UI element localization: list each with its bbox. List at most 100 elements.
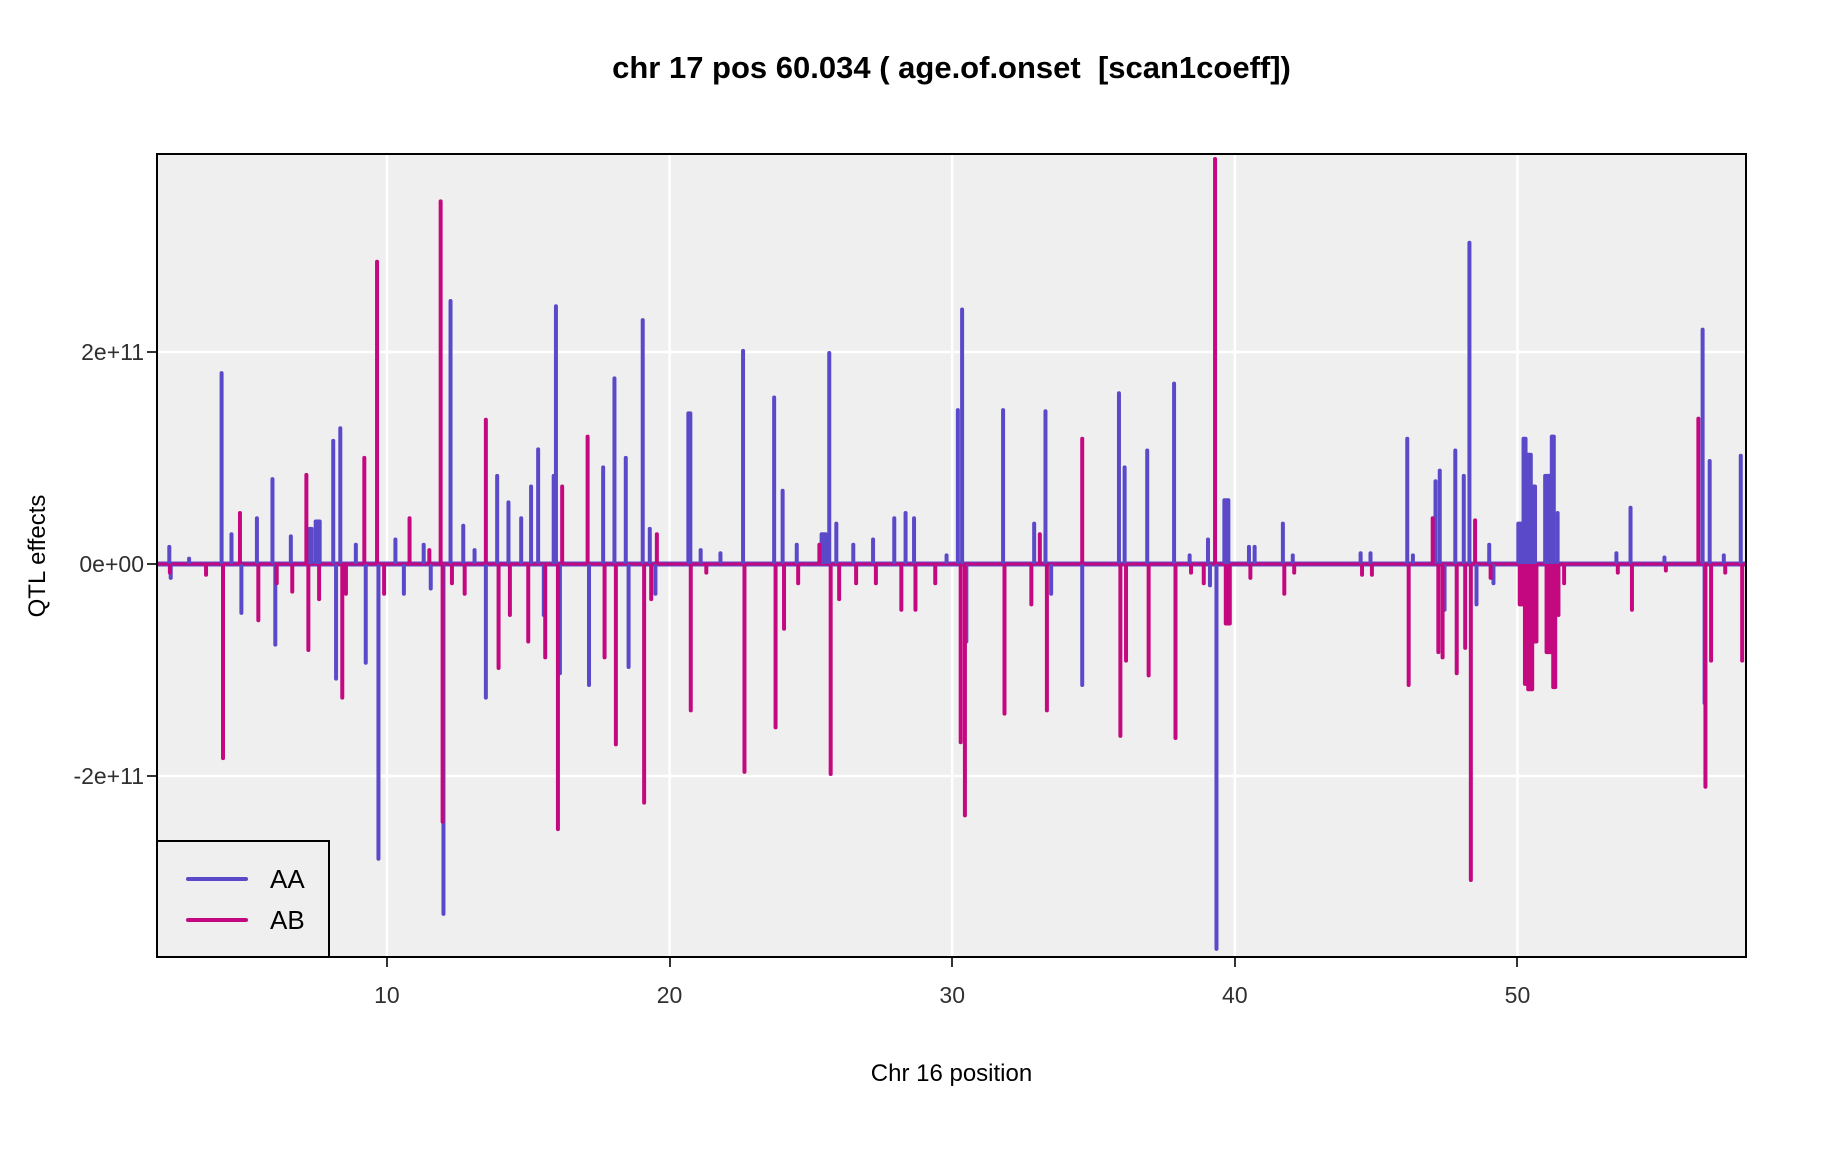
ab-spike — [1663, 564, 1668, 573]
ab-spike — [1124, 564, 1129, 663]
ab-line-swatch — [186, 918, 248, 922]
aa-spike — [1187, 553, 1192, 564]
aa-spike — [741, 348, 746, 564]
ab-spike — [642, 564, 647, 805]
ab-spike — [1080, 436, 1085, 564]
ab-spike — [304, 472, 309, 564]
aa-spike — [1405, 436, 1410, 564]
aa-spike — [851, 542, 856, 564]
aa-spike — [553, 304, 558, 564]
y-tick-label: 0e+00 — [79, 551, 144, 577]
aa-spike — [334, 564, 339, 681]
ab-spike — [375, 259, 380, 564]
ab-spike — [1696, 416, 1701, 564]
ab-spike — [1201, 564, 1206, 586]
ab-spike — [1360, 564, 1365, 577]
aa-spike — [338, 426, 343, 564]
aa-spike — [871, 537, 876, 564]
x-tick-mark — [1516, 958, 1519, 967]
aa-spike — [483, 564, 488, 700]
aa-spike — [1122, 465, 1127, 564]
aa-spike — [944, 553, 949, 564]
aa-spike — [529, 484, 534, 564]
ab-spike — [449, 564, 454, 586]
aa-spike — [1614, 551, 1619, 564]
aa-spike — [254, 516, 259, 564]
ab-spike — [483, 417, 488, 564]
aa-spike — [780, 488, 785, 564]
aa-spike — [219, 371, 224, 564]
y-tick-mark — [147, 351, 156, 353]
ab-spike — [1436, 564, 1441, 655]
aa-spike — [718, 551, 723, 564]
ab-spike — [1723, 564, 1728, 575]
ab-spike — [407, 516, 412, 564]
aa-spike — [587, 564, 592, 687]
ab-spike — [828, 564, 833, 776]
aa-spike — [1368, 551, 1373, 564]
ab-spike — [274, 564, 279, 586]
aa-spike — [1252, 544, 1257, 564]
ab-spike — [237, 511, 242, 564]
ab-spike — [854, 564, 859, 586]
aa-spike — [640, 318, 645, 564]
ab-spike — [340, 564, 345, 700]
x-tick-mark — [668, 958, 671, 967]
aa-spike — [698, 548, 703, 564]
y-tick-label: 2e+11 — [81, 339, 144, 365]
aa-spike — [1116, 391, 1121, 564]
plot-panel — [156, 153, 1747, 958]
aa-spike — [239, 564, 244, 615]
aa-spike — [955, 408, 960, 564]
ab-spike — [526, 564, 531, 644]
ab-spike — [962, 564, 967, 818]
aa-spike — [1172, 381, 1177, 564]
aa-spike — [1043, 409, 1048, 564]
y-axis-title: QTL effects — [24, 494, 51, 618]
legend-item-ab: AB — [158, 905, 328, 935]
ab-spike — [1530, 564, 1539, 644]
ab-spike — [1282, 564, 1287, 596]
ab-spike — [933, 564, 938, 586]
aa-spike — [519, 516, 524, 564]
aa-spike — [1032, 521, 1037, 564]
ab-spike — [555, 564, 560, 832]
ab-spike — [873, 564, 878, 586]
aa-spike — [1467, 240, 1472, 564]
ab-spike — [1463, 564, 1468, 650]
aa-spike — [167, 544, 172, 564]
x-axis-title: Chr 16 position — [870, 1060, 1033, 1087]
ab-spike — [782, 564, 787, 631]
ab-spike — [1037, 532, 1042, 564]
ab-spike — [649, 564, 654, 602]
x-tick-label: 20 — [656, 982, 683, 1008]
aa-spike — [313, 519, 322, 564]
aa-spike — [1049, 564, 1054, 596]
ab-spike — [688, 564, 693, 713]
ab-spike — [1454, 564, 1459, 676]
y-tick-mark — [147, 775, 156, 777]
aa-spike — [794, 542, 799, 564]
ab-spike — [427, 548, 432, 564]
aa-spike — [495, 473, 500, 564]
ab-spike — [796, 564, 801, 586]
aa-spike — [229, 532, 234, 564]
ab-spike — [438, 199, 443, 565]
ab-spike — [290, 564, 295, 594]
ab-spike — [440, 564, 445, 824]
aa-spike — [376, 564, 381, 861]
ab-spike — [507, 564, 512, 617]
ab-spike — [1223, 564, 1232, 626]
aa-spike — [1207, 564, 1212, 588]
ab-spike — [496, 564, 501, 670]
aa-line-swatch — [186, 877, 248, 881]
x-tick-mark — [1233, 958, 1236, 967]
aa-spike — [331, 438, 336, 564]
aa-spike — [647, 526, 652, 564]
aa-spike — [1001, 408, 1006, 564]
ab-spike — [306, 564, 311, 652]
aa-spike — [1700, 327, 1705, 564]
ab-spike — [1556, 564, 1561, 617]
aa-spike — [1529, 484, 1538, 564]
ab-spike — [204, 564, 209, 577]
